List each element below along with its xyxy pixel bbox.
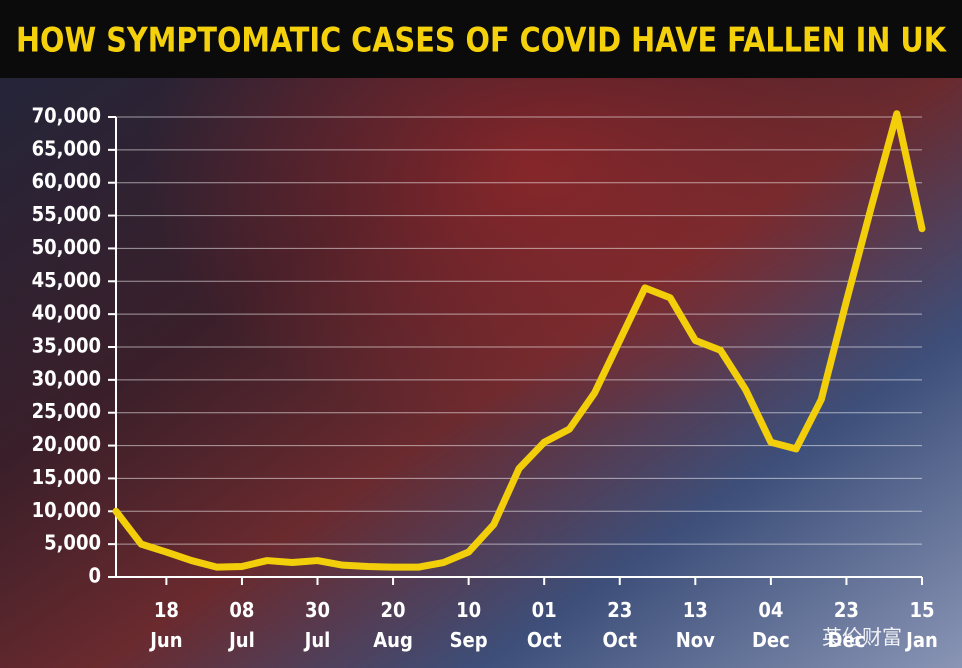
y-tick-label: 55,000 [32,202,101,226]
y-tick-label: 35,000 [32,334,101,358]
y-tick-label: 10,000 [32,498,101,522]
y-tick-label: 0 [88,564,101,588]
watermark: 英伦财富 [822,625,902,649]
chart-title: HOW SYMPTOMATIC CASES OF COVID HAVE FALL… [16,21,947,61]
x-tick-label: 18 Jun [150,598,183,652]
x-tick-label: 10 Sep [449,598,488,652]
x-tick-label: 04 Dec [751,598,790,652]
y-tick-label: 65,000 [32,136,101,160]
x-tick-label: 23 Oct [602,598,638,652]
y-tick-label: 70,000 [32,104,101,128]
x-tick-label: 08 Jul [229,598,255,652]
y-tick-label: 5,000 [44,531,101,555]
y-tick-label: 20,000 [32,432,101,456]
y-tick-label: 40,000 [32,301,101,325]
x-tick-label: 01 Oct [526,598,562,652]
y-tick-label: 60,000 [32,169,101,193]
data-line [112,110,926,571]
y-tick-label: 25,000 [32,399,101,423]
x-tick-label: 15 Jan [906,598,938,652]
x-tick-label: 13 Nov [675,598,715,652]
y-tick-label: 30,000 [32,366,101,390]
x-tick-label: 30 Jul [304,598,331,652]
y-tick-label: 45,000 [32,268,101,292]
title-bar [0,0,962,78]
y-tick-label: 15,000 [32,465,101,489]
x-tick-label: 20 Aug [373,598,413,652]
x-tick-label: 23 Dec [827,598,866,652]
y-tick-label: 50,000 [32,235,101,259]
